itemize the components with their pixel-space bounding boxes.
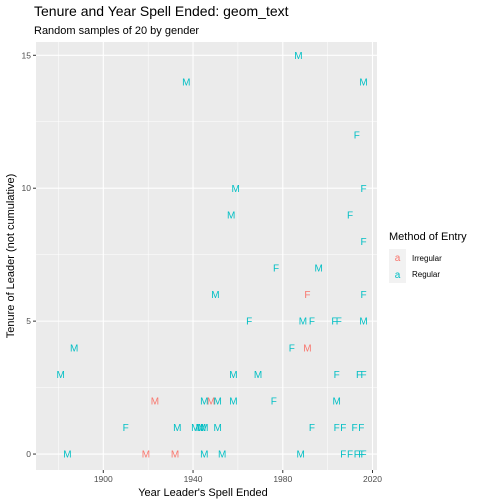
x-tick-label: 1940: [184, 474, 203, 484]
y-axis-title: Tenure of Leader (not cumulative): [5, 174, 17, 338]
data-label-regular: M: [70, 343, 78, 354]
y-tick-label: 10: [22, 183, 32, 193]
data-label-regular: F: [340, 423, 346, 434]
data-label-regular: F: [334, 423, 340, 434]
y-tick-label: 5: [26, 316, 31, 326]
x-tick-label: 1980: [273, 474, 292, 484]
chart-title: Tenure and Year Spell Ended: geom_text: [34, 3, 289, 19]
data-label-regular: M: [218, 450, 226, 461]
data-label-regular: M: [254, 370, 262, 381]
data-label-regular: F: [358, 423, 364, 434]
data-label-regular: M: [214, 423, 222, 434]
data-label-regular: M: [214, 396, 222, 407]
data-label-regular: F: [331, 317, 337, 328]
data-label-regular: F: [360, 290, 366, 301]
data-label-irregular: M: [303, 343, 311, 354]
data-label-regular: M: [297, 450, 305, 461]
data-label-regular: M: [229, 396, 237, 407]
data-label-regular: F: [271, 396, 277, 407]
data-label-regular: M: [332, 396, 340, 407]
data-label-irregular: M: [207, 396, 215, 407]
data-label-regular: M: [191, 423, 199, 434]
major-gridlines: [36, 42, 377, 470]
y-axis-ticks: 0 5 10 15: [22, 50, 36, 459]
data-label-irregular: F: [304, 290, 310, 301]
data-label-regular: M: [299, 317, 307, 328]
data-label-regular: F: [354, 131, 360, 142]
data-label-regular: F: [352, 423, 358, 434]
data-label-regular: F: [347, 210, 353, 221]
y-tick-label: 15: [22, 50, 32, 60]
data-label-regular: M: [196, 423, 204, 434]
data-label-regular: F: [360, 237, 366, 248]
minor-gridlines: [36, 42, 377, 470]
data-label-regular: M: [200, 450, 208, 461]
data-label-regular: F: [360, 450, 366, 461]
data-label-regular: F: [273, 264, 279, 275]
data-label-regular: M: [211, 290, 219, 301]
x-axis-ticks: 1900 1940 1980 2020: [94, 470, 382, 484]
data-label-regular: F: [334, 370, 340, 381]
data-label-regular: F: [309, 317, 315, 328]
x-tick-label: 2020: [363, 474, 382, 484]
data-label-regular: F: [360, 184, 366, 195]
legend-key-irregular: [389, 249, 406, 266]
data-label-regular: M: [200, 423, 208, 434]
data-label-irregular: M: [151, 396, 159, 407]
legend-label-irregular: Irregular: [412, 254, 442, 263]
data-label-regular: M: [229, 370, 237, 381]
data-label-regular: M: [359, 77, 367, 88]
data-label-regular: M: [198, 423, 206, 434]
y-tick-label: 0: [26, 449, 31, 459]
data-label-regular: M: [231, 184, 239, 195]
data-label-regular: M: [294, 51, 302, 62]
data-label-regular: M: [359, 317, 367, 328]
data-label-regular: F: [356, 370, 362, 381]
data-label-regular: F: [360, 370, 366, 381]
data-label-regular: M: [182, 77, 190, 88]
data-label-regular: F: [336, 317, 342, 328]
data-label-irregular: M: [171, 450, 179, 461]
data-label-regular: F: [123, 423, 129, 434]
x-tick-label: 1900: [94, 474, 113, 484]
data-label-regular: F: [347, 450, 353, 461]
x-axis-title: Year Leader's Spell Ended: [138, 487, 268, 499]
data-label-regular: F: [309, 423, 315, 434]
legend-label-regular: Regular: [412, 270, 440, 279]
data-label-regular: F: [354, 450, 360, 461]
legend-glyph-regular: a: [395, 270, 401, 281]
legend-title: Method of Entry: [389, 231, 467, 243]
legend-key-regular: [389, 266, 406, 283]
data-label-regular: M: [200, 396, 208, 407]
data-label-regular: F: [289, 343, 295, 354]
plot-panel: [36, 42, 377, 470]
legend-glyph-irregular: a: [395, 253, 401, 264]
data-label-regular: F: [358, 450, 364, 461]
data-label-regular: F: [246, 317, 252, 328]
data-label-regular: M: [314, 264, 322, 275]
chart-subtitle: Random samples of 20 by gender: [34, 25, 199, 37]
data-label-regular: M: [173, 423, 181, 434]
data-label-regular: M: [63, 450, 71, 461]
data-label-regular: M: [227, 210, 235, 221]
legend: Method of Entry a Irregular a Regular: [389, 231, 467, 283]
data-label-irregular: M: [142, 450, 150, 461]
data-label-regular: M: [57, 370, 65, 381]
data-label-regular: F: [340, 450, 346, 461]
